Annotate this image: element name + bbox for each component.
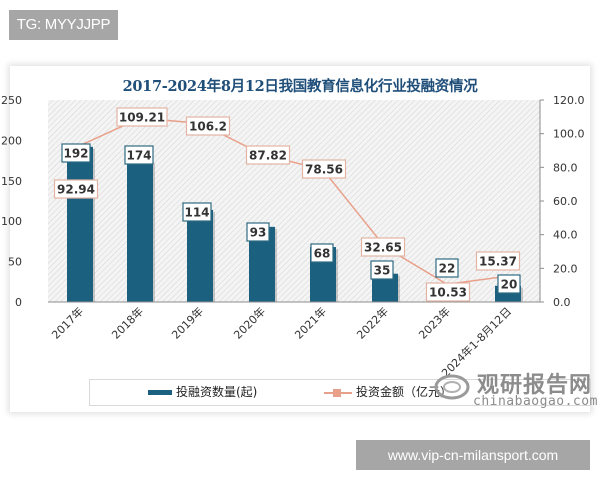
bar	[127, 161, 153, 302]
x-tick-label: 2023年	[416, 304, 453, 341]
bar-series	[67, 146, 523, 302]
line-value-label: 92.94	[57, 183, 95, 197]
left-tick-label: 150	[1, 175, 22, 188]
line-value-label: 109.21	[119, 111, 165, 125]
line-labels: 92.94 109.21 106.2 87.82 78.56 32.65 10.53 15.3…	[53, 107, 521, 302]
left-tick-label: 50	[8, 256, 22, 269]
legend: 投融资数量(起) 投资金额（亿元）	[89, 379, 591, 406]
bar	[67, 146, 93, 302]
line-value-label: 78.56	[305, 163, 343, 177]
chart-title: 2017-2024年8月12日我国教育信息化行业投融资情况	[122, 78, 478, 95]
left-tick-label: 100	[1, 215, 22, 228]
right-tick-label: 40.0	[553, 229, 578, 242]
line-value-label: 10.53	[429, 286, 467, 300]
bar	[187, 209, 213, 302]
line-value-label: 106.2	[189, 120, 227, 134]
right-tick-label: 100.0	[553, 128, 585, 141]
legend-item-count: 投融资数量(起)	[148, 380, 257, 405]
line-value-label: 32.65	[364, 241, 402, 255]
right-tick-label: 0.0	[553, 296, 571, 309]
line-value-label: 87.82	[249, 149, 287, 163]
bar-value-label: 68	[314, 247, 331, 261]
left-tick-label: 0	[15, 296, 22, 309]
plot-area	[48, 100, 540, 302]
bar-value-label: 114	[184, 206, 209, 220]
bar-value-label: 93	[250, 226, 267, 240]
watermark-en: chinabaogao.com	[473, 394, 598, 409]
watermark-logo-icon	[434, 374, 470, 400]
x-tick-label: 2022年	[354, 304, 391, 341]
line-value-label: 15.37	[479, 255, 517, 269]
legend-item-amount: 投资金额（亿元）	[324, 380, 452, 405]
left-tick-label: 200	[1, 134, 22, 147]
footer-url-badge: www.vip-cn-milansport.com	[356, 440, 590, 470]
bar-value-label: 192	[63, 147, 88, 161]
left-axis: 0 50 100 150 200 250	[1, 94, 22, 309]
bar-labels: 192 174 114 93 68 35 22 20	[61, 143, 521, 294]
right-tick-label: 60.0	[553, 195, 578, 208]
watermark-cn: 观研报告网	[477, 373, 593, 398]
legend-label-amount: 投资金额（亿元）	[356, 385, 453, 399]
right-tick-label: 20.0	[553, 262, 578, 275]
bar-swatch-icon	[148, 390, 172, 395]
bar-value-label: 35	[374, 264, 391, 278]
x-tick-label: 2019年	[169, 304, 206, 341]
watermark: 观研报告网 chinabaogao.com	[425, 365, 598, 415]
right-tick-label: 120.0	[553, 94, 585, 107]
legend-label-count: 投融资数量(起)	[176, 385, 258, 399]
x-tick-label: 2017年	[49, 304, 86, 341]
bar-value-label: 174	[126, 149, 151, 163]
right-axis: 0.0 20.0 40.0 60.0 80.0 100.0 120.0	[539, 94, 585, 309]
x-tick-label: 2020年	[231, 304, 268, 341]
left-tick-label: 250	[1, 94, 22, 107]
bar-value-label: 22	[439, 262, 456, 276]
tg-badge: TG: MYYJJPP	[9, 10, 118, 40]
x-tick-label: 2018年	[109, 304, 146, 341]
line-marker-swatch-icon	[324, 387, 352, 399]
x-tick-label: 2021年	[292, 304, 329, 341]
bar-value-label: 20	[501, 278, 518, 292]
right-tick-label: 80.0	[553, 161, 578, 174]
